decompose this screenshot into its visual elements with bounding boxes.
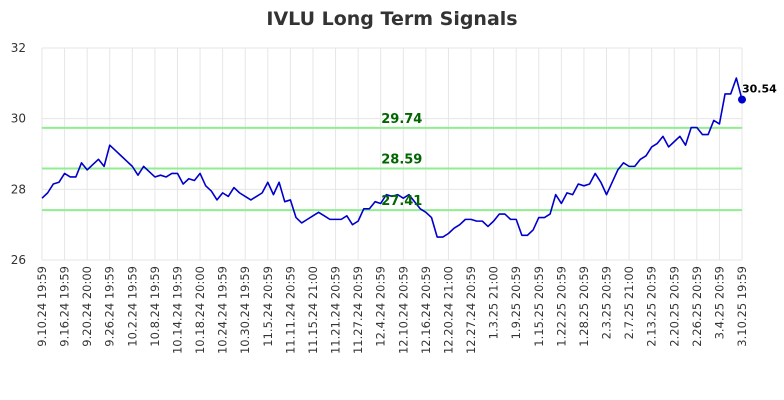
- x-tick-label: 12.4.24 20:59: [374, 266, 388, 347]
- x-tick-label: 2.3.25 20:59: [600, 266, 614, 339]
- x-tick-label: 12.10.24 20:59: [396, 266, 410, 354]
- x-tick-label: 11.21.24 20:59: [329, 266, 343, 354]
- x-tick-label: 1.9.25 20:59: [509, 266, 523, 339]
- x-tick-label: 11.27.24 20:59: [351, 266, 365, 354]
- x-tick-label: 10.14.24 19:59: [170, 266, 184, 354]
- x-tick-label: 9.16.24 19:59: [58, 266, 72, 347]
- x-tick-label: 1.22.25 20:59: [554, 266, 568, 347]
- x-tick-label: 10.8.24 19:59: [148, 266, 162, 347]
- x-tick-label: 11.15.24 21:00: [306, 266, 320, 354]
- x-tick-label: 3.10.25 19:59: [735, 266, 749, 347]
- x-tick-label: 12.27.24 20:59: [464, 266, 478, 354]
- x-tick-label: 12.16.24 20:59: [419, 266, 433, 354]
- x-tick-label: 11.5.24 20:59: [261, 266, 275, 347]
- signal-line-label: 27.41: [381, 194, 422, 209]
- signal-line-label: 28.59: [381, 152, 422, 167]
- x-tick-label: 3.4.25 20:59: [712, 266, 726, 339]
- x-tick-label: 2.13.25 20:59: [645, 266, 659, 347]
- last-point-label: 30.54: [742, 83, 777, 96]
- y-tick-label: 32: [11, 41, 26, 55]
- x-tick-label: 11.11.24 20:59: [283, 266, 297, 354]
- x-tick-label: 10.18.24 20:00: [193, 266, 207, 354]
- y-tick-label: 30: [11, 112, 26, 126]
- x-tick-label: 1.15.25 20:59: [532, 266, 546, 347]
- x-tick-label: 2.26.25 20:59: [690, 266, 704, 347]
- x-tick-label: 10.30.24 19:59: [238, 266, 252, 354]
- price-series-line: [41, 77, 743, 238]
- signal-line-label: 29.74: [381, 112, 422, 127]
- x-tick-label: 12.20.24 21:00: [441, 266, 455, 354]
- x-tick-label: 10.2.24 19:59: [125, 266, 139, 347]
- x-tick-label: 9.10.24 19:59: [35, 266, 49, 347]
- x-tick-label: 2.20.25 20:59: [667, 266, 681, 347]
- y-tick-label: 28: [11, 182, 26, 196]
- last-point-marker: [738, 95, 746, 104]
- chart-title: IVLU Long Term Signals: [266, 8, 518, 30]
- x-tick-label: 10.24.24 19:59: [216, 266, 230, 354]
- x-tick-label: 1.28.25 20:59: [577, 266, 591, 347]
- x-tick-label: 1.3.25 21:00: [487, 266, 501, 339]
- x-tick-label: 9.26.24 19:59: [103, 266, 117, 347]
- x-tick-label: 9.20.24 20:00: [80, 266, 94, 347]
- y-tick-label: 26: [11, 253, 26, 267]
- x-tick-label: 2.7.25 21:00: [622, 266, 636, 339]
